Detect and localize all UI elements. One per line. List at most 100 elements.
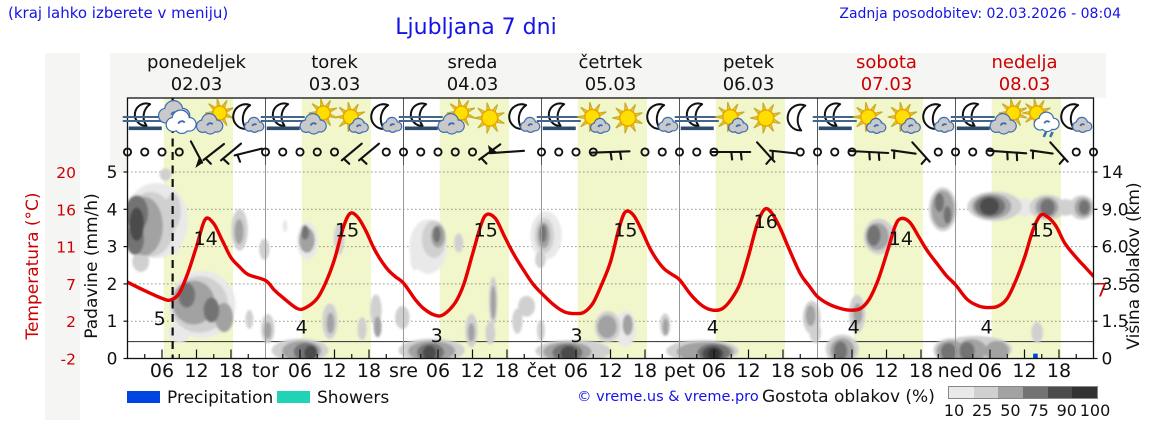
x-hour-tick-label: 12 (736, 360, 760, 382)
wind-barb-part (618, 150, 623, 161)
wind-calm-circle (398, 147, 409, 157)
moon-icon-part (409, 102, 428, 127)
sun-icon-part-part (756, 109, 775, 127)
x-hour-tick-label: 18 (1047, 360, 1071, 382)
cloud-blob (245, 309, 254, 329)
precipitation-legend-label: Precipitation (167, 388, 274, 408)
wind-barb (1029, 149, 1054, 160)
cloud-density-field (127, 168, 1094, 359)
temperature-extreme-label: 14 (194, 228, 218, 250)
colorbar-segment-25 (973, 387, 999, 398)
wind-calm-circle (571, 147, 581, 157)
colorbar-scale-label: 90 (1056, 401, 1077, 420)
cloud-blob (326, 312, 335, 334)
cloud-icon-part (165, 109, 197, 135)
sun-icon-part (474, 102, 505, 134)
x-hour-tick-label: 06 (150, 360, 174, 382)
last-update-note: Zadnja posodobitev: 02.03.2026 - 08:04 (839, 6, 1121, 22)
cloud-blob (454, 233, 464, 253)
sun-icon (612, 102, 643, 134)
cloud-blob (215, 302, 234, 333)
day-name: ponedeljek (147, 52, 246, 73)
temperature-extreme-label: 15 (1030, 219, 1054, 241)
showers-legend-swatch (277, 391, 310, 403)
wind-calm-circle (1071, 147, 1081, 157)
sun-small-cloud-icon (853, 101, 887, 134)
x-hour-tick-label: 18 (771, 360, 795, 382)
wind-barb-part (204, 157, 212, 165)
moon-icon-part (271, 102, 290, 127)
wind-calm-circle (657, 147, 667, 157)
sun-small-cloud-icon (577, 101, 611, 134)
fog-lines-icon-part-part (122, 116, 167, 118)
precipitation-axis-title: Padavine (mm/h) (82, 193, 102, 339)
cloud-blob (485, 321, 496, 345)
wind-calm-circle (950, 147, 961, 157)
cloud-icon-part-part (309, 122, 317, 126)
x-hour-tick-label: 06 (840, 360, 864, 382)
sun-cloud-icon (437, 98, 476, 135)
precip-tick-label: 2 (107, 275, 118, 295)
daylight-band (991, 98, 1062, 359)
wind-barb (357, 142, 381, 165)
fog-lines-icon-part-part (260, 116, 305, 118)
x-hour-tick-label: 18 (633, 360, 657, 382)
cloud-icon-part-part (735, 124, 742, 128)
wind-barb (590, 150, 631, 161)
temperature-curve (127, 206, 1094, 318)
x-hour-tick-label: 18 (219, 360, 243, 382)
x-day-tick-label: sob (801, 360, 835, 382)
cloud-blob (301, 225, 310, 240)
cloud-height-tick-label: 1.5 (1102, 312, 1129, 332)
wind-barb-part (739, 150, 743, 161)
sun-small-cloud-icon (887, 101, 921, 134)
cloud-icon-part (657, 116, 679, 133)
cloud-icon-part (243, 116, 265, 133)
daylight-band (715, 98, 786, 359)
x-hour-tick-label: 06 (564, 360, 588, 382)
fog-lines-icon-part-part (128, 126, 162, 131)
wind-calm-circle (260, 147, 271, 157)
cloud-height-tick-label: 9.0 (1102, 200, 1129, 220)
wind-barb-part (920, 157, 928, 165)
cloud-blob (1031, 321, 1043, 343)
precip-tick-label: 5 (107, 163, 118, 183)
x-day-tick-label: ned (938, 360, 974, 382)
cloud-blob (490, 285, 496, 320)
cloud-blob (979, 197, 1000, 216)
wind-calm-circle (1088, 147, 1099, 157)
moon-icon (786, 103, 807, 132)
cloud-icon-part (900, 117, 921, 134)
day-name: torek (311, 52, 358, 73)
fog-lines-icon-part-part (260, 120, 305, 122)
moon-cloud-icon (646, 103, 679, 133)
cloud-icon-part-part (908, 124, 914, 128)
cloud-blob (410, 245, 420, 271)
temperature-extreme-label: 15 (335, 219, 359, 241)
cloud-height-tick-label: 6.0 (1102, 238, 1129, 258)
fog-moon-icon (122, 102, 167, 131)
cloud-icon-part (299, 112, 327, 135)
temp-tick-label: 16 (56, 201, 76, 219)
wind-barb-part (236, 153, 242, 163)
cloud-icon-part-part (999, 122, 1007, 126)
wind-barb-part (877, 151, 881, 162)
x-hour-tick-label: 06 (702, 360, 726, 382)
wind-barb (849, 149, 890, 162)
fog-lines-icon-part-part (404, 126, 438, 131)
cloud-icon-part (933, 116, 955, 133)
temperature-extreme-label: 15 (474, 219, 498, 241)
cloud-blob (468, 322, 475, 342)
fog-lines-icon-part-part (812, 116, 857, 118)
copyright-link[interactable]: © vreme.us & vreme.pro (577, 389, 759, 405)
moon-icon-part (823, 102, 842, 127)
wind-barb (769, 149, 797, 160)
x-day-tick-label: čet (527, 360, 557, 382)
cloud-blob (357, 317, 367, 341)
sun-icon-part-part (618, 109, 637, 127)
sun-cloud-icon (299, 98, 338, 135)
x-hour-tick-label: 12 (598, 360, 622, 382)
fog-lines-icon-part-part (398, 116, 443, 118)
wind-barb (911, 141, 931, 165)
precip-tick-label: 0 (107, 350, 118, 370)
